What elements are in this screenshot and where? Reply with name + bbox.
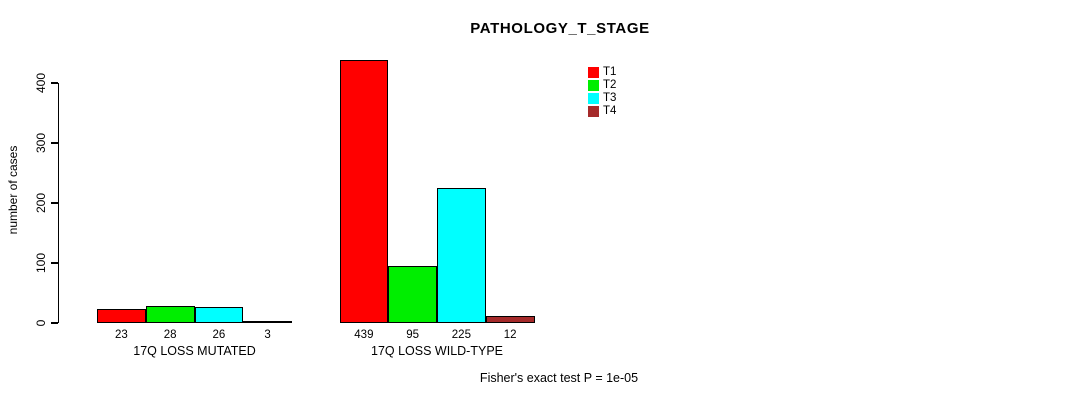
legend-label-t1: T1	[603, 66, 617, 78]
legend-swatch-t2	[588, 80, 599, 91]
bar-value-label: 3	[264, 329, 271, 341]
bar-value-label: 225	[451, 329, 471, 341]
legend-label-t3: T3	[603, 92, 617, 104]
bar-value-label: 95	[406, 329, 420, 341]
bar-value-label: 23	[114, 329, 128, 341]
chart-title: PATHOLOGY_T_STAGE	[470, 20, 650, 37]
legend-label-t4: T4	[603, 105, 617, 117]
bar-t1-group1	[97, 309, 146, 323]
fisher-test-annotation: Fisher's exact test P = 1e-05	[479, 371, 639, 385]
y-tick-mark	[50, 322, 58, 324]
group-label: 17Q LOSS MUTATED	[133, 344, 256, 358]
bar-t2-group2	[388, 266, 437, 323]
bar-t3-group1	[194, 307, 244, 323]
y-tick-mark	[50, 202, 58, 204]
y-tick-label: 200	[34, 192, 48, 214]
bar-t4-group1	[243, 321, 292, 324]
bar-t4-group2	[485, 315, 535, 323]
bar-value-label: 28	[163, 329, 177, 341]
bar-value-label: 26	[212, 329, 226, 341]
bar-t3-group2	[437, 188, 486, 323]
y-tick-label: 0	[34, 319, 48, 327]
legend-swatch-t4	[588, 106, 599, 117]
bar-t1-group2	[339, 59, 389, 323]
legend-swatch-t3	[588, 93, 599, 104]
bar-value-label: 439	[354, 329, 374, 341]
y-axis-line	[57, 83, 59, 323]
y-tick-mark	[50, 82, 58, 84]
legend-swatch-t1	[588, 67, 599, 78]
y-axis-label: number of cases	[6, 145, 20, 235]
y-tick-mark	[50, 262, 58, 264]
bar-t2-group1	[145, 306, 195, 323]
y-tick-label: 300	[34, 132, 48, 154]
legend-label-t2: T2	[603, 79, 617, 91]
y-tick-mark	[50, 142, 58, 144]
bar-value-label: 12	[503, 329, 517, 341]
y-tick-label: 100	[34, 252, 48, 274]
group-label: 17Q LOSS WILD-TYPE	[371, 344, 503, 358]
y-tick-label: 400	[34, 72, 48, 94]
